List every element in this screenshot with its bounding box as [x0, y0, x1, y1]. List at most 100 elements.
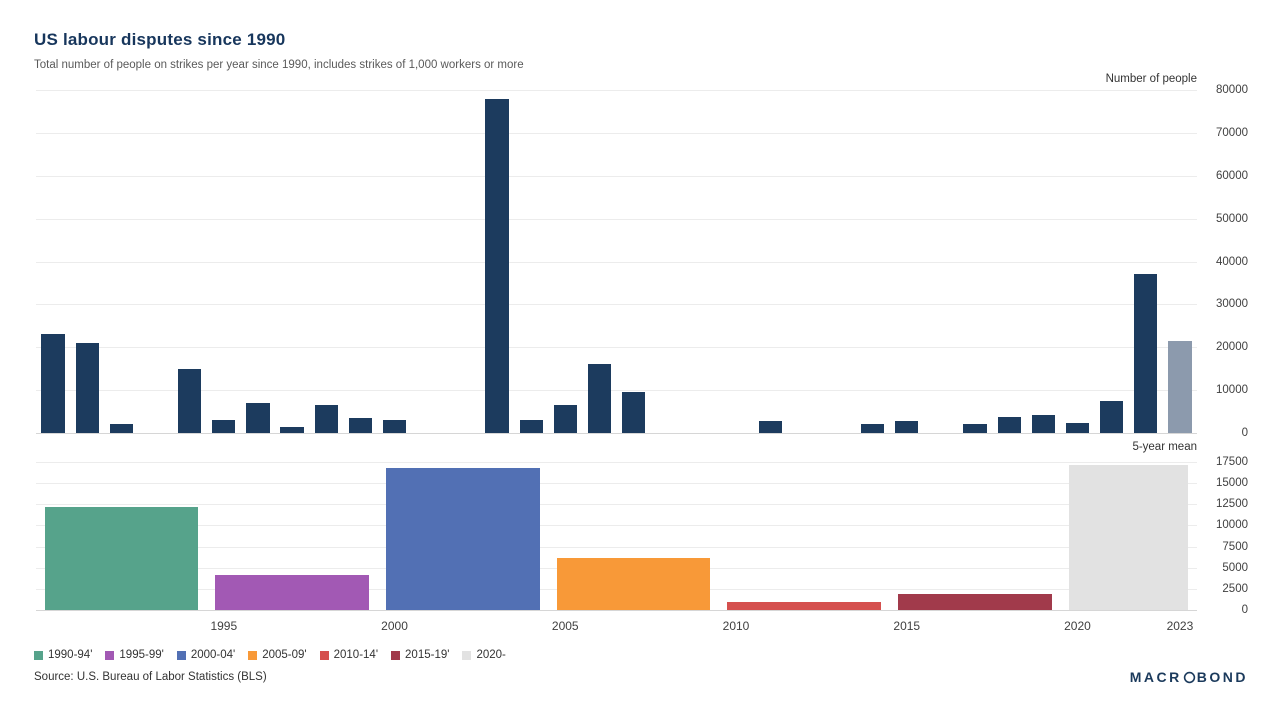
legend-label: 2015-19': [405, 649, 450, 661]
legend-label: 2010-14': [333, 649, 379, 661]
gridline: [36, 610, 1197, 611]
x-tick-label-2005: 2005: [551, 619, 579, 633]
legend: 1990-94' 1995-99' 2000-04' 2005-09' 2010-14'…: [34, 649, 506, 661]
bar-2015: [895, 421, 919, 433]
y-tick-label: 17500: [1216, 456, 1248, 468]
bar-2005: [553, 405, 577, 433]
bar-1997: [280, 426, 304, 433]
bar-2007: [621, 392, 646, 433]
y-tick-label: 60000: [1216, 169, 1248, 182]
bar-1999: [348, 418, 372, 433]
gridline: [36, 546, 1197, 548]
bar-1995: [212, 420, 236, 433]
gridline: [36, 433, 1197, 434]
chart-title: US labour disputes since 1990: [34, 30, 286, 49]
bar-1992: [109, 424, 133, 433]
bar-2021: [1100, 400, 1124, 433]
y-tick-label: 15000: [1216, 477, 1248, 490]
legend-swatch: [34, 650, 43, 660]
mean-bar-2005: [556, 558, 711, 610]
gridline: [36, 90, 1197, 91]
bar-1998: [314, 405, 338, 433]
bar-2022: [1134, 274, 1158, 433]
y-tick-label: 10000: [1216, 384, 1248, 397]
x-tick-label-2010: 2010: [722, 619, 750, 633]
legend-swatch: [319, 650, 329, 660]
y-tick-label: 0: [1241, 604, 1248, 616]
legend-item: 1990-94': [34, 649, 92, 661]
legend-item: 2015-19': [391, 649, 449, 661]
bar-2004: [519, 420, 543, 433]
legend-swatch: [105, 650, 115, 660]
bar-2023: [1168, 341, 1192, 433]
annual-strikes-chart: [36, 90, 1197, 434]
legend-label: 2000-04': [190, 649, 236, 661]
y-tick-label: 80000: [1216, 84, 1248, 96]
legend-swatch: [176, 650, 186, 660]
source-note: Source: U.S. Bureau of Labor Statistics …: [34, 671, 267, 683]
mean-bar-1995: [215, 575, 369, 610]
bar-2018: [997, 417, 1021, 433]
mean-bar-1990: [44, 506, 199, 610]
legend-label: 1990-94': [48, 649, 93, 661]
x-tick-label-2020: 2020: [1064, 619, 1091, 633]
y-tick-label: 0: [1241, 427, 1248, 439]
gridline: [36, 525, 1197, 527]
logo-text-left: MACR: [1129, 669, 1182, 685]
legend-item: 2020-: [462, 649, 506, 661]
y-tick-label: 10000: [1216, 519, 1248, 532]
gridline: [36, 504, 1197, 506]
bar-2019: [1031, 414, 1055, 433]
gridline: [36, 462, 1197, 463]
x-tick-label-2000: 2000: [381, 619, 408, 633]
top-axis-title: Number of people: [1105, 73, 1197, 85]
mean-bar-2015: [898, 593, 1052, 610]
x-tick-label-2023: 2023: [1166, 619, 1194, 633]
gridline: [36, 132, 1197, 134]
legend-swatch: [391, 650, 401, 660]
gridline: [36, 347, 1197, 349]
y-tick-label: 40000: [1216, 255, 1248, 268]
logo-o-icon: [1183, 671, 1195, 683]
gridline: [36, 483, 1197, 485]
bar-2006: [587, 364, 612, 433]
legend-item: 2000-04': [176, 649, 236, 661]
bar-2020: [1065, 423, 1090, 433]
y-tick-label: 12500: [1216, 498, 1248, 511]
bar-2003: [485, 98, 509, 433]
gridline: [36, 390, 1197, 392]
bar-2017: [963, 423, 987, 433]
y-tick-label: 30000: [1216, 298, 1248, 311]
legend-label: 2005-09': [262, 649, 307, 661]
legend-swatch: [248, 650, 258, 660]
gridline: [36, 175, 1197, 177]
gridline: [36, 261, 1197, 263]
y-tick-label: 5000: [1222, 561, 1248, 574]
bar-1991: [75, 342, 99, 433]
x-tick-label-1995: 1995: [210, 619, 238, 633]
bar-1994: [178, 368, 202, 433]
bar-2014: [860, 423, 885, 433]
logo-text-right: BOND: [1196, 669, 1248, 685]
legend-item: 2010-14': [319, 649, 379, 661]
gridline: [36, 218, 1197, 220]
legend-label: 2020-: [476, 649, 506, 661]
x-tick-label-2015: 2015: [893, 619, 921, 633]
bar-1990: [41, 334, 65, 433]
mean-bar-2020: [1068, 465, 1189, 610]
mean-bar-2010: [727, 601, 882, 610]
macrobond-logo: MACR BOND: [1130, 669, 1248, 685]
y-tick-label: 7500: [1222, 540, 1248, 553]
bar-2011: [758, 421, 782, 433]
bar-2000: [382, 420, 407, 433]
y-tick-label: 2500: [1222, 582, 1248, 595]
gridline: [36, 304, 1197, 306]
five-year-mean-chart: [36, 462, 1197, 611]
chart-subtitle: Total number of people on strikes per ye…: [34, 59, 524, 71]
mean-bar-2000: [386, 467, 540, 610]
legend-item: 1995-99': [105, 649, 164, 661]
legend-label: 1995-99': [119, 649, 164, 661]
legend-item: 2005-09': [248, 649, 307, 661]
bar-1996: [246, 403, 270, 433]
